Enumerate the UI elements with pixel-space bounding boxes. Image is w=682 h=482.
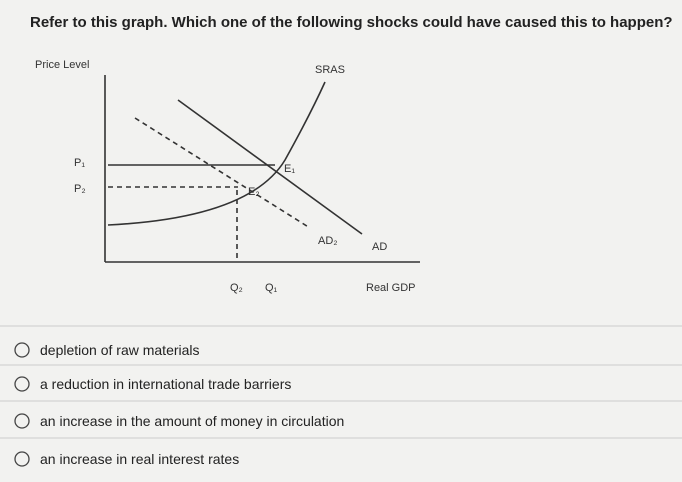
radio[interactable] [14, 342, 30, 358]
option-text[interactable]: a reduction in international trade barri… [40, 376, 291, 392]
option[interactable]: depletion of raw materials [14, 342, 200, 358]
ad-label: AD [372, 241, 387, 253]
graph [104, 75, 420, 263]
q2-label: Q₂ [230, 282, 243, 294]
sras-label: SRAS [315, 64, 345, 76]
question: Refer to this graph. Which one of the fo… [30, 14, 673, 31]
radio[interactable] [14, 451, 30, 467]
p1-label: P₁ [74, 157, 85, 169]
sras-curve [107, 81, 326, 226]
y-axis-label: Price Level [35, 59, 89, 71]
separators [0, 325, 682, 439]
p2-label: P₂ [74, 183, 86, 195]
radio[interactable] [14, 413, 30, 429]
option[interactable]: an increase in real interest rates [14, 451, 239, 467]
option-text[interactable]: an increase in real interest rates [40, 451, 239, 467]
option-text[interactable]: an increase in the amount of money in ci… [40, 413, 344, 429]
q1-label: Q₁ [265, 282, 278, 294]
option-text[interactable]: depletion of raw materials [40, 342, 200, 358]
e1-label: E₁ [284, 163, 295, 175]
ad-curve [177, 99, 363, 235]
radio[interactable] [14, 376, 30, 392]
e2-label: E₂ [248, 186, 260, 198]
x-axis-label: Real GDP [366, 282, 416, 294]
ad2-curve [134, 117, 311, 229]
ad2-label: AD₂ [318, 235, 338, 247]
option[interactable]: a reduction in international trade barri… [14, 376, 291, 392]
option[interactable]: an increase in the amount of money in ci… [14, 413, 344, 429]
